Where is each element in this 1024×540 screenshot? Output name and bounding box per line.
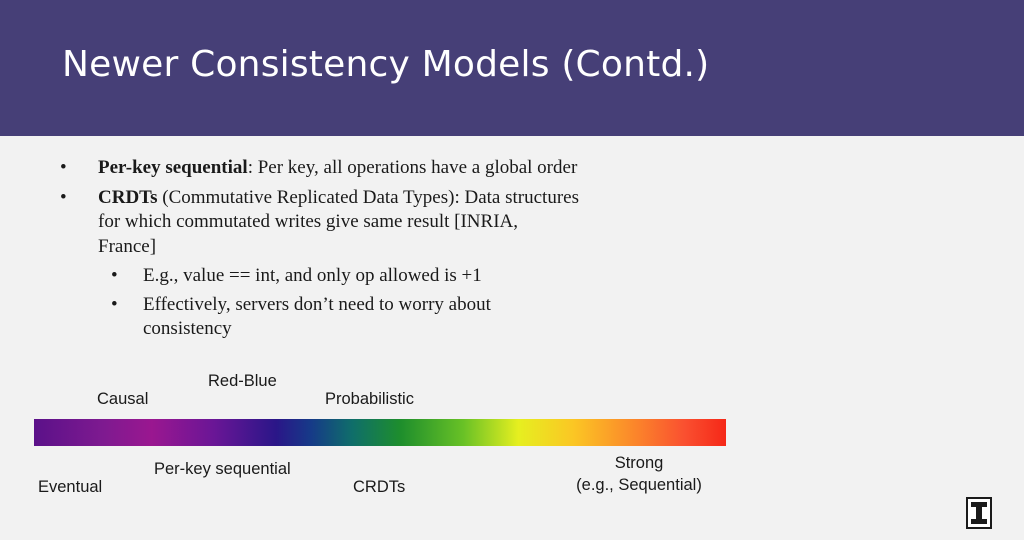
- bullet-crdts-text: (Commutative Replicated Data Types): Dat…: [98, 186, 579, 257]
- label-strong-line2: (e.g., Sequential): [576, 476, 702, 494]
- consistency-spectrum-bar: [34, 419, 726, 446]
- label-strong-line1: Strong: [614, 454, 664, 472]
- sub-bullet-effectively-text: Effectively, servers don’t need to worry…: [143, 293, 491, 340]
- university-logo-icon: [966, 497, 992, 529]
- label-strong: Strong (e.g., Sequential): [570, 452, 708, 496]
- label-red-blue: Red-Blue: [208, 372, 277, 390]
- bullet-crdts: • CRDTs (Commutative Replicated Data Typ…: [60, 186, 580, 260]
- label-probabilistic: Probabilistic: [325, 390, 414, 408]
- bullet-per-key-text: : Per key, all operations have a global …: [247, 157, 578, 178]
- bullet-icon: •: [60, 186, 67, 208]
- bullet-list: • Per-key sequential: Per key, all opera…: [60, 156, 580, 342]
- bullet-icon: •: [111, 265, 118, 286]
- label-crdts: CRDTs: [353, 478, 406, 496]
- label-eventual: Eventual: [38, 478, 103, 496]
- sub-bullet-example: • E.g., value == int, and only op allowe…: [60, 264, 580, 289]
- bullet-crdts-bold: CRDTs: [98, 186, 158, 208]
- bullet-icon: •: [60, 157, 67, 178]
- slide-title: Newer Consistency Models (Contd.): [62, 44, 710, 85]
- bullet-per-key-bold: Per-key sequential: [98, 157, 248, 178]
- bullet-icon: •: [111, 293, 118, 315]
- label-causal: Causal: [97, 390, 149, 408]
- bullet-per-key: • Per-key sequential: Per key, all opera…: [60, 156, 580, 181]
- sub-bullet-example-text: E.g., value == int, and only op allowed …: [143, 265, 482, 286]
- sub-bullet-effectively: • Effectively, servers don’t need to wor…: [60, 293, 580, 342]
- title-bar: Newer Consistency Models (Contd.): [0, 0, 1024, 136]
- label-per-key-sequential: Per-key sequential: [154, 460, 291, 478]
